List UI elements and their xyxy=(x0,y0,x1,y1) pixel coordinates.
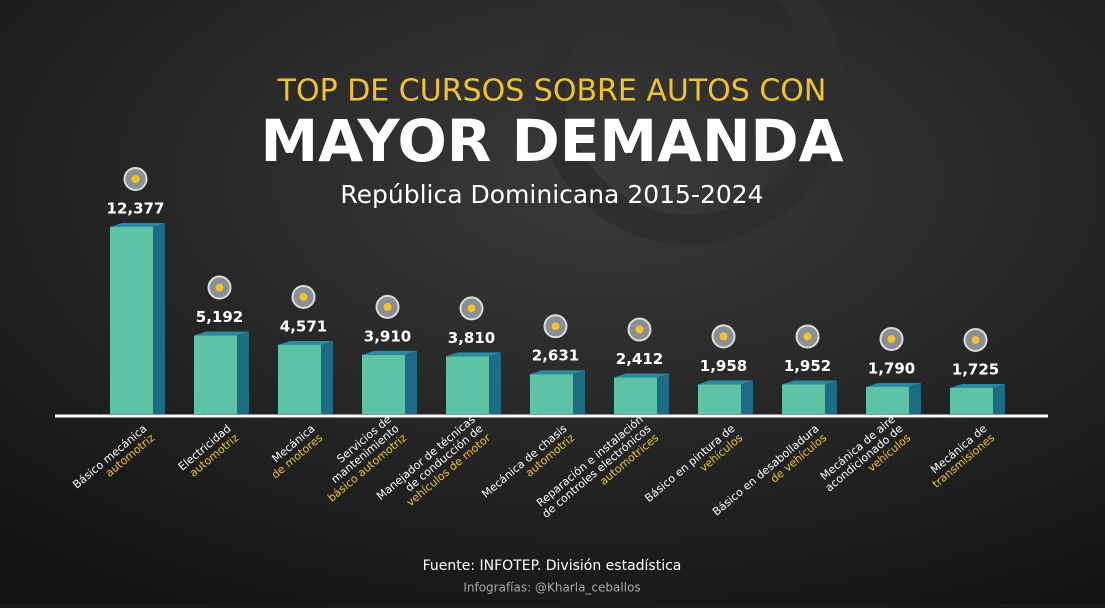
icon xyxy=(123,167,148,191)
icon-shape xyxy=(971,335,980,344)
icon xyxy=(963,327,988,352)
icon-shape xyxy=(467,304,476,313)
value-label: 1,790 xyxy=(868,359,915,377)
value-label: 1,725 xyxy=(952,360,999,378)
credit: Infografías: @Kharla_ceballos xyxy=(463,581,640,595)
value-label: 3,810 xyxy=(448,329,495,347)
bar-top xyxy=(782,380,837,385)
bar xyxy=(698,384,741,414)
value-label: 12,377 xyxy=(107,200,165,218)
icon-shape xyxy=(719,332,728,341)
icon xyxy=(711,324,736,349)
icon xyxy=(627,317,652,342)
icon xyxy=(375,294,400,319)
bar xyxy=(530,374,573,414)
icon-shape xyxy=(635,325,644,334)
bar-side xyxy=(153,223,165,414)
background-decoration xyxy=(535,0,845,245)
value-label: 5,192 xyxy=(196,308,243,326)
bar-top xyxy=(362,350,417,355)
bar xyxy=(446,356,489,414)
bar xyxy=(866,386,909,414)
icon-shape xyxy=(299,292,308,301)
bar-side xyxy=(573,370,585,414)
bar-top xyxy=(698,380,753,385)
value-label: 1,958 xyxy=(700,357,747,375)
bar-top xyxy=(530,370,585,375)
icon xyxy=(291,284,316,309)
icon-shape xyxy=(551,322,560,331)
bar-side xyxy=(489,352,501,414)
bar xyxy=(782,384,825,414)
value-label: 2,631 xyxy=(532,347,579,365)
bar-top xyxy=(110,223,165,227)
icon xyxy=(879,326,904,351)
bar xyxy=(950,387,993,414)
bar-top xyxy=(614,373,669,378)
title-top: TOP DE CURSOS SOBRE AUTOS CON xyxy=(277,74,827,109)
bar-top xyxy=(194,331,249,336)
bar-side xyxy=(741,380,753,414)
icon xyxy=(459,296,484,321)
subtitle: República Dominicana 2015-2024 xyxy=(340,180,763,209)
icon-shape xyxy=(131,175,140,183)
value-label: 4,571 xyxy=(280,317,327,335)
source: Fuente: INFOTEP. División estadística xyxy=(423,558,682,574)
bar-top xyxy=(950,383,1005,388)
icon-shape xyxy=(215,283,224,292)
bar xyxy=(110,227,153,414)
icon-shape xyxy=(803,332,812,341)
bar-top xyxy=(278,340,333,345)
bar-side xyxy=(657,373,669,414)
chart-title: MAYOR DEMANDA xyxy=(260,107,843,175)
bar-side xyxy=(405,350,417,414)
bar-side xyxy=(237,331,249,414)
bar-top xyxy=(446,352,501,357)
bar-side xyxy=(909,382,921,414)
bar xyxy=(614,377,657,414)
bar-side xyxy=(321,340,333,414)
bar xyxy=(194,335,237,414)
value-label: 1,952 xyxy=(784,357,831,375)
bar-side xyxy=(993,383,1005,414)
bar xyxy=(278,344,321,414)
value-label: 3,910 xyxy=(364,327,411,345)
icon xyxy=(543,314,568,339)
bar xyxy=(362,354,405,414)
bar-side xyxy=(825,380,837,414)
bar-top xyxy=(866,382,921,387)
icon-shape xyxy=(383,302,392,311)
icon-shape xyxy=(887,334,896,343)
icon xyxy=(795,324,820,349)
value-label: 2,412 xyxy=(616,350,663,368)
icon xyxy=(207,275,232,300)
